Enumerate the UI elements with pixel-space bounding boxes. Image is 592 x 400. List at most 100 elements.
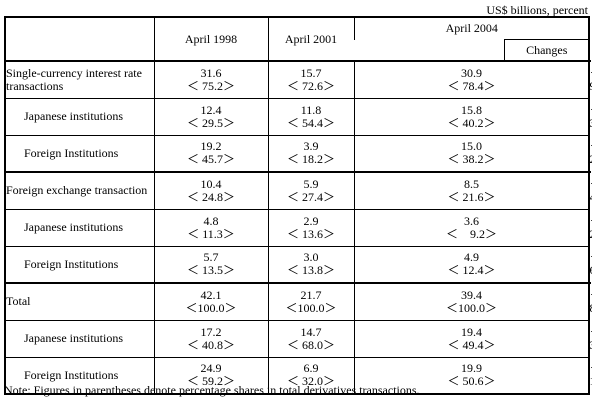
value-amount: 31.6 — [200, 65, 222, 80]
table-row: Foreign Institutions 5.7 ＜ 13.5＞ 3.0 ＜ 13.8＞… — [4, 245, 592, 283]
value-amount: 4.9 — [464, 250, 479, 265]
value-amount: 15.7 — [300, 65, 322, 80]
value-amount: 19.9 — [461, 361, 482, 376]
row-label: Foreign exchange transaction — [5, 171, 154, 209]
value-amount: 21.7 — [300, 287, 322, 302]
value-cell: 8.5 ＜ 21.6＞ — [353, 171, 589, 209]
value-share: ＜ 75.2＞ — [186, 78, 235, 93]
value-cell: 5.7 ＜ 13.5＞ — [153, 245, 268, 283]
value-cell: 2.9 ＜ 13.6＞ — [267, 208, 354, 246]
value-cell: 3.6 ＜ 9.2＞ — [353, 208, 589, 246]
value-cell: 15.0 ＜ 38.2＞ — [353, 134, 589, 172]
value-amount: 30.9 — [461, 65, 482, 80]
table-row: Foreign exchange transaction 10.4 ＜ 24.8＞ 5… — [5, 171, 592, 209]
value-share: ＜ 13.6＞ — [286, 226, 335, 241]
table-row: Single-currency interest rate transactio… — [5, 60, 592, 98]
value-share: ＜100.0＞ — [445, 300, 497, 315]
value-share: ＜ 40.2＞ — [447, 115, 496, 130]
value-cell: 19.2 ＜ 45.7＞ — [153, 134, 268, 172]
value-share: ＜ 54.4＞ — [286, 115, 335, 130]
value-cell: 3.9 ＜ 18.2＞ — [267, 134, 354, 172]
row-label: Japanese institutions — [4, 319, 154, 357]
value-share: ＜ 24.8＞ — [186, 189, 235, 204]
value-share: ＜100.0＞ — [185, 300, 237, 315]
value-cell: 17.2 ＜ 40.8＞ — [153, 319, 268, 357]
table-body: Single-currency interest rate transactio… — [4, 60, 592, 394]
value-cell: 21.7 ＜100.0＞ — [267, 282, 354, 320]
row-label: Foreign Institutions — [4, 245, 154, 283]
table-row: Japanese institutions 12.4 ＜ 29.5＞ 11.8 ＜ 54… — [4, 97, 592, 135]
value-cell: 42.1 ＜100.0＞ — [153, 282, 268, 320]
value-share: ＜ 11.3＞ — [187, 226, 235, 241]
table-row: Foreign Institutions 19.2 ＜ 45.7＞ 3.9 ＜ 18.2… — [4, 134, 592, 172]
value-amount: 3.6 — [464, 213, 479, 228]
value-cell: 3.0 ＜ 13.8＞ — [267, 245, 354, 283]
value-amount: 12.4 — [200, 102, 222, 117]
value-amount: 2.9 — [303, 213, 319, 228]
value-cell: 4.8 ＜ 11.3＞ — [153, 208, 268, 246]
value-share: ＜ 59.2＞ — [186, 374, 235, 389]
value-share: ＜ 9.2＞ — [445, 226, 497, 241]
value-amount: 8.5 — [464, 176, 479, 191]
value-share: ＜ 68.0＞ — [286, 337, 335, 352]
value-share: ＜100.0＞ — [285, 300, 337, 315]
row-label: Foreign Institutions — [4, 356, 154, 394]
value-cell: 24.9 ＜ 59.2＞ — [153, 356, 268, 394]
value-share: ＜ 40.8＞ — [186, 337, 235, 352]
value-share: ＜ 12.4＞ — [447, 263, 496, 278]
value-share: ＜ 78.4＞ — [447, 78, 496, 93]
column-header-1998: April 1998 — [153, 17, 268, 61]
value-share: ＜ 13.5＞ — [186, 263, 235, 278]
value-cell: 12.4 ＜ 29.5＞ — [153, 97, 268, 135]
value-cell: 11.8 ＜ 54.4＞ — [267, 97, 354, 135]
column-header-2004: April 2004 — [353, 17, 589, 40]
value-share: ＜ 72.6＞ — [286, 78, 335, 93]
value-cell: 10.4 ＜ 24.8＞ — [153, 171, 268, 209]
value-cell: 14.7 ＜ 68.0＞ — [267, 319, 354, 357]
value-amount: 19.2 — [200, 139, 222, 154]
table-row: Japanese institutions 17.2 ＜ 40.8＞ 14.7 ＜ 68… — [4, 319, 592, 357]
value-share: ＜ 27.4＞ — [286, 189, 335, 204]
column-header-changes: Changes — [503, 39, 589, 61]
value-cell: 19.4 ＜ 49.4＞ — [353, 319, 589, 357]
value-share: ＜ 38.2＞ — [447, 152, 496, 167]
column-header-2001: April 2001 — [267, 17, 354, 61]
value-amount: 5.9 — [303, 176, 319, 191]
value-amount: 10.4 — [200, 176, 222, 191]
table-row: Japanese institutions 4.8 ＜ 11.3＞ 2.9 ＜ 13.6… — [4, 208, 592, 246]
value-share: ＜ 32.0＞ — [286, 374, 335, 389]
value-amount: 11.8 — [300, 102, 322, 117]
value-amount: 15.0 — [461, 139, 482, 154]
value-amount: 6.9 — [303, 361, 319, 376]
value-share: ＜ 21.6＞ — [447, 189, 496, 204]
table-row: Total42.1＜100.0＞21.7＜100.0＞39.4＜100.0＞＋ … — [5, 282, 592, 320]
value-cell: 15.7 ＜ 72.6＞ — [267, 60, 354, 98]
value-amount: 17.2 — [200, 324, 222, 339]
value-share: ＜ 45.7＞ — [186, 152, 235, 167]
row-label: Foreign Institutions — [4, 134, 154, 172]
value-share: ＜ 18.2＞ — [286, 152, 335, 167]
value-amount: 3.0 — [303, 250, 319, 265]
value-amount: 24.9 — [200, 361, 222, 376]
footnote: Note: Figures in parentheses denote perc… — [4, 383, 420, 397]
row-label: Single-currency interest rate transactio… — [5, 60, 154, 98]
value-cell: 19.9 ＜ 50.6＞ — [353, 356, 589, 394]
value-cell: 15.8 ＜ 40.2＞ — [353, 97, 589, 135]
value-amount: 19.4 — [461, 324, 482, 339]
derivatives-table: April 1998 April 2001 April 2004 Changes… — [4, 16, 592, 395]
value-amount: 42.1 — [200, 287, 222, 302]
value-cell: 39.4 ＜100.0＞ — [353, 282, 589, 320]
table-row: Foreign Institutions 24.9 ＜ 59.2＞ 6.9 ＜ 32.0… — [4, 356, 592, 394]
value-share: ＜ 50.6＞ — [447, 374, 496, 389]
value-cell: 31.6 ＜ 75.2＞ — [153, 60, 268, 98]
row-label: Total — [5, 282, 154, 320]
value-share: ＜ 29.5＞ — [186, 115, 235, 130]
value-amount: 39.4 — [461, 287, 482, 302]
value-amount: 15.8 — [461, 102, 482, 117]
value-amount: 4.8 — [203, 213, 219, 228]
value-cell: 30.9 ＜ 78.4＞ — [353, 60, 589, 98]
value-amount: 3.9 — [303, 139, 319, 154]
unit-label: US$ billions, percent — [486, 3, 588, 17]
header-spacer — [354, 40, 504, 62]
row-label: Japanese institutions — [4, 208, 154, 246]
